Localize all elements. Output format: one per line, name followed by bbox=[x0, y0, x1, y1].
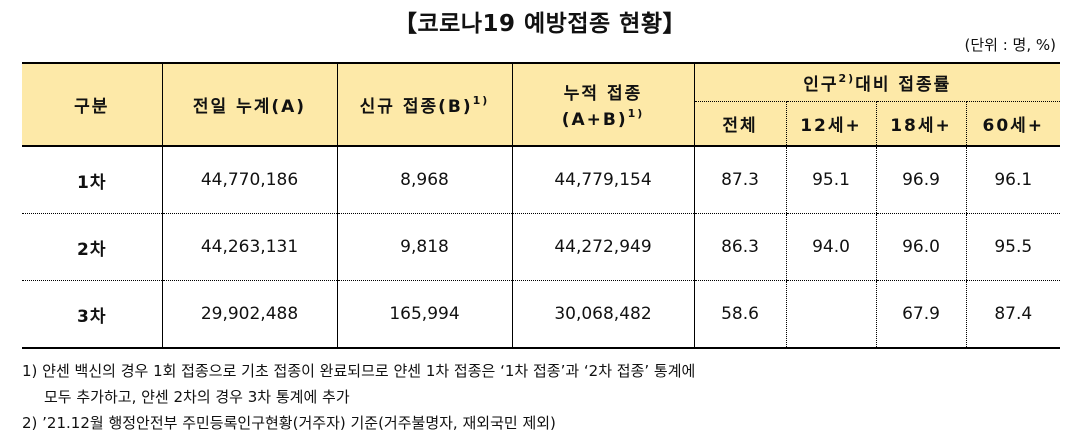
header-new-doses-label: 신규 접종(B) bbox=[359, 97, 473, 117]
header-sub-60plus: 60세+ bbox=[965, 101, 1061, 147]
header-population-ratio: 인구2)대비 접종률 bbox=[694, 62, 1061, 102]
footnote-2: 2) ’21.12월 행정안전부 주민등록인구현황(거주자) 기준(거주불명자,… bbox=[22, 414, 556, 432]
header-row-sub: 전체 12세+ 18세+ 60세+ bbox=[22, 101, 1061, 147]
cell-rate-12plus bbox=[785, 280, 876, 349]
cell-rate-all: 86.3 bbox=[694, 213, 786, 281]
table-row: 2차 44,263,131 9,818 44,272,949 86.3 94.0… bbox=[22, 213, 1061, 281]
footnote-1: 1) 얀센 백신의 경우 1회 접종으로 기초 접종이 완료되므로 얀센 1차 … bbox=[22, 362, 696, 380]
table-row: 1차 44,770,186 8,968 44,779,154 87.3 95.1… bbox=[22, 146, 1061, 214]
cell-rate-18plus: 67.9 bbox=[875, 280, 966, 349]
header-sub-12plus: 12세+ bbox=[785, 101, 876, 147]
header-row-main: 구분 전일 누계(A) 신규 접종(B)1) 누적 접종 (A+B)1) 인구2… bbox=[22, 62, 1061, 147]
footnotes: 1) 얀센 백신의 경우 1회 접종으로 기초 접종이 완료되므로 얀센 1차 … bbox=[22, 358, 695, 436]
cell-cumulative: 44,779,154 bbox=[511, 146, 695, 214]
row-label: 2차 bbox=[22, 213, 162, 281]
cell-rate-12plus: 94.0 bbox=[785, 213, 876, 281]
footnote-1-continued: 모두 추가하고, 얀센 2차의 경우 3차 통계에 추가 bbox=[44, 388, 350, 406]
header-cumulative-line1: 누적 접종 bbox=[563, 84, 643, 104]
header-category: 구분 bbox=[22, 62, 162, 147]
header-cumulative-line2-wrap: (A+B)1) bbox=[513, 107, 694, 130]
cell-new-doses: 9,818 bbox=[336, 213, 512, 281]
cell-prev-total: 44,263,131 bbox=[161, 213, 337, 281]
cell-cumulative: 44,272,949 bbox=[511, 213, 695, 281]
cell-new-doses: 8,968 bbox=[336, 146, 512, 214]
header-sub-18plus: 18세+ bbox=[875, 101, 966, 147]
cell-cumulative: 30,068,482 bbox=[511, 280, 695, 349]
cell-prev-total: 44,770,186 bbox=[161, 146, 337, 214]
cell-prev-total: 29,902,488 bbox=[161, 280, 337, 349]
cell-rate-all: 87.3 bbox=[694, 146, 786, 214]
cell-rate-all: 58.6 bbox=[694, 280, 786, 349]
table-row: 3차 29,902,488 165,994 30,068,482 58.6 67… bbox=[22, 280, 1061, 349]
header-sub-all: 전체 bbox=[694, 101, 786, 147]
cell-rate-18plus: 96.0 bbox=[875, 213, 966, 281]
row-label: 1차 bbox=[22, 146, 162, 214]
header-prev-total: 전일 누계(A) bbox=[161, 62, 337, 147]
header-ratio-suffix: 대비 접종률 bbox=[855, 75, 952, 95]
page-title: 【코로나19 예방접종 현황】 bbox=[394, 11, 686, 37]
footnote-ref-2: 2) bbox=[838, 72, 856, 85]
header-cumulative-line2: (A+B) bbox=[561, 110, 628, 130]
cell-rate-18plus: 96.9 bbox=[875, 146, 966, 214]
vaccination-status-table: 구분 전일 누계(A) 신규 접종(B)1) 누적 접종 (A+B)1) 인구2… bbox=[22, 62, 1061, 349]
unit-label: (단위 : 명, %) bbox=[964, 36, 1056, 54]
footnote-ref-1: 1) bbox=[472, 94, 490, 107]
cell-new-doses: 165,994 bbox=[336, 280, 512, 349]
header-ratio-prefix: 인구 bbox=[803, 75, 839, 95]
header-cumulative: 누적 접종 (A+B)1) bbox=[511, 62, 695, 147]
header-new-doses: 신규 접종(B)1) bbox=[336, 62, 512, 147]
cell-rate-60plus: 87.4 bbox=[965, 280, 1061, 349]
cell-rate-60plus: 96.1 bbox=[965, 146, 1061, 214]
footnote-ref-1b: 1) bbox=[627, 107, 645, 120]
row-label: 3차 bbox=[22, 280, 162, 349]
cell-rate-60plus: 95.5 bbox=[965, 213, 1061, 281]
cell-rate-12plus: 95.1 bbox=[785, 146, 876, 214]
